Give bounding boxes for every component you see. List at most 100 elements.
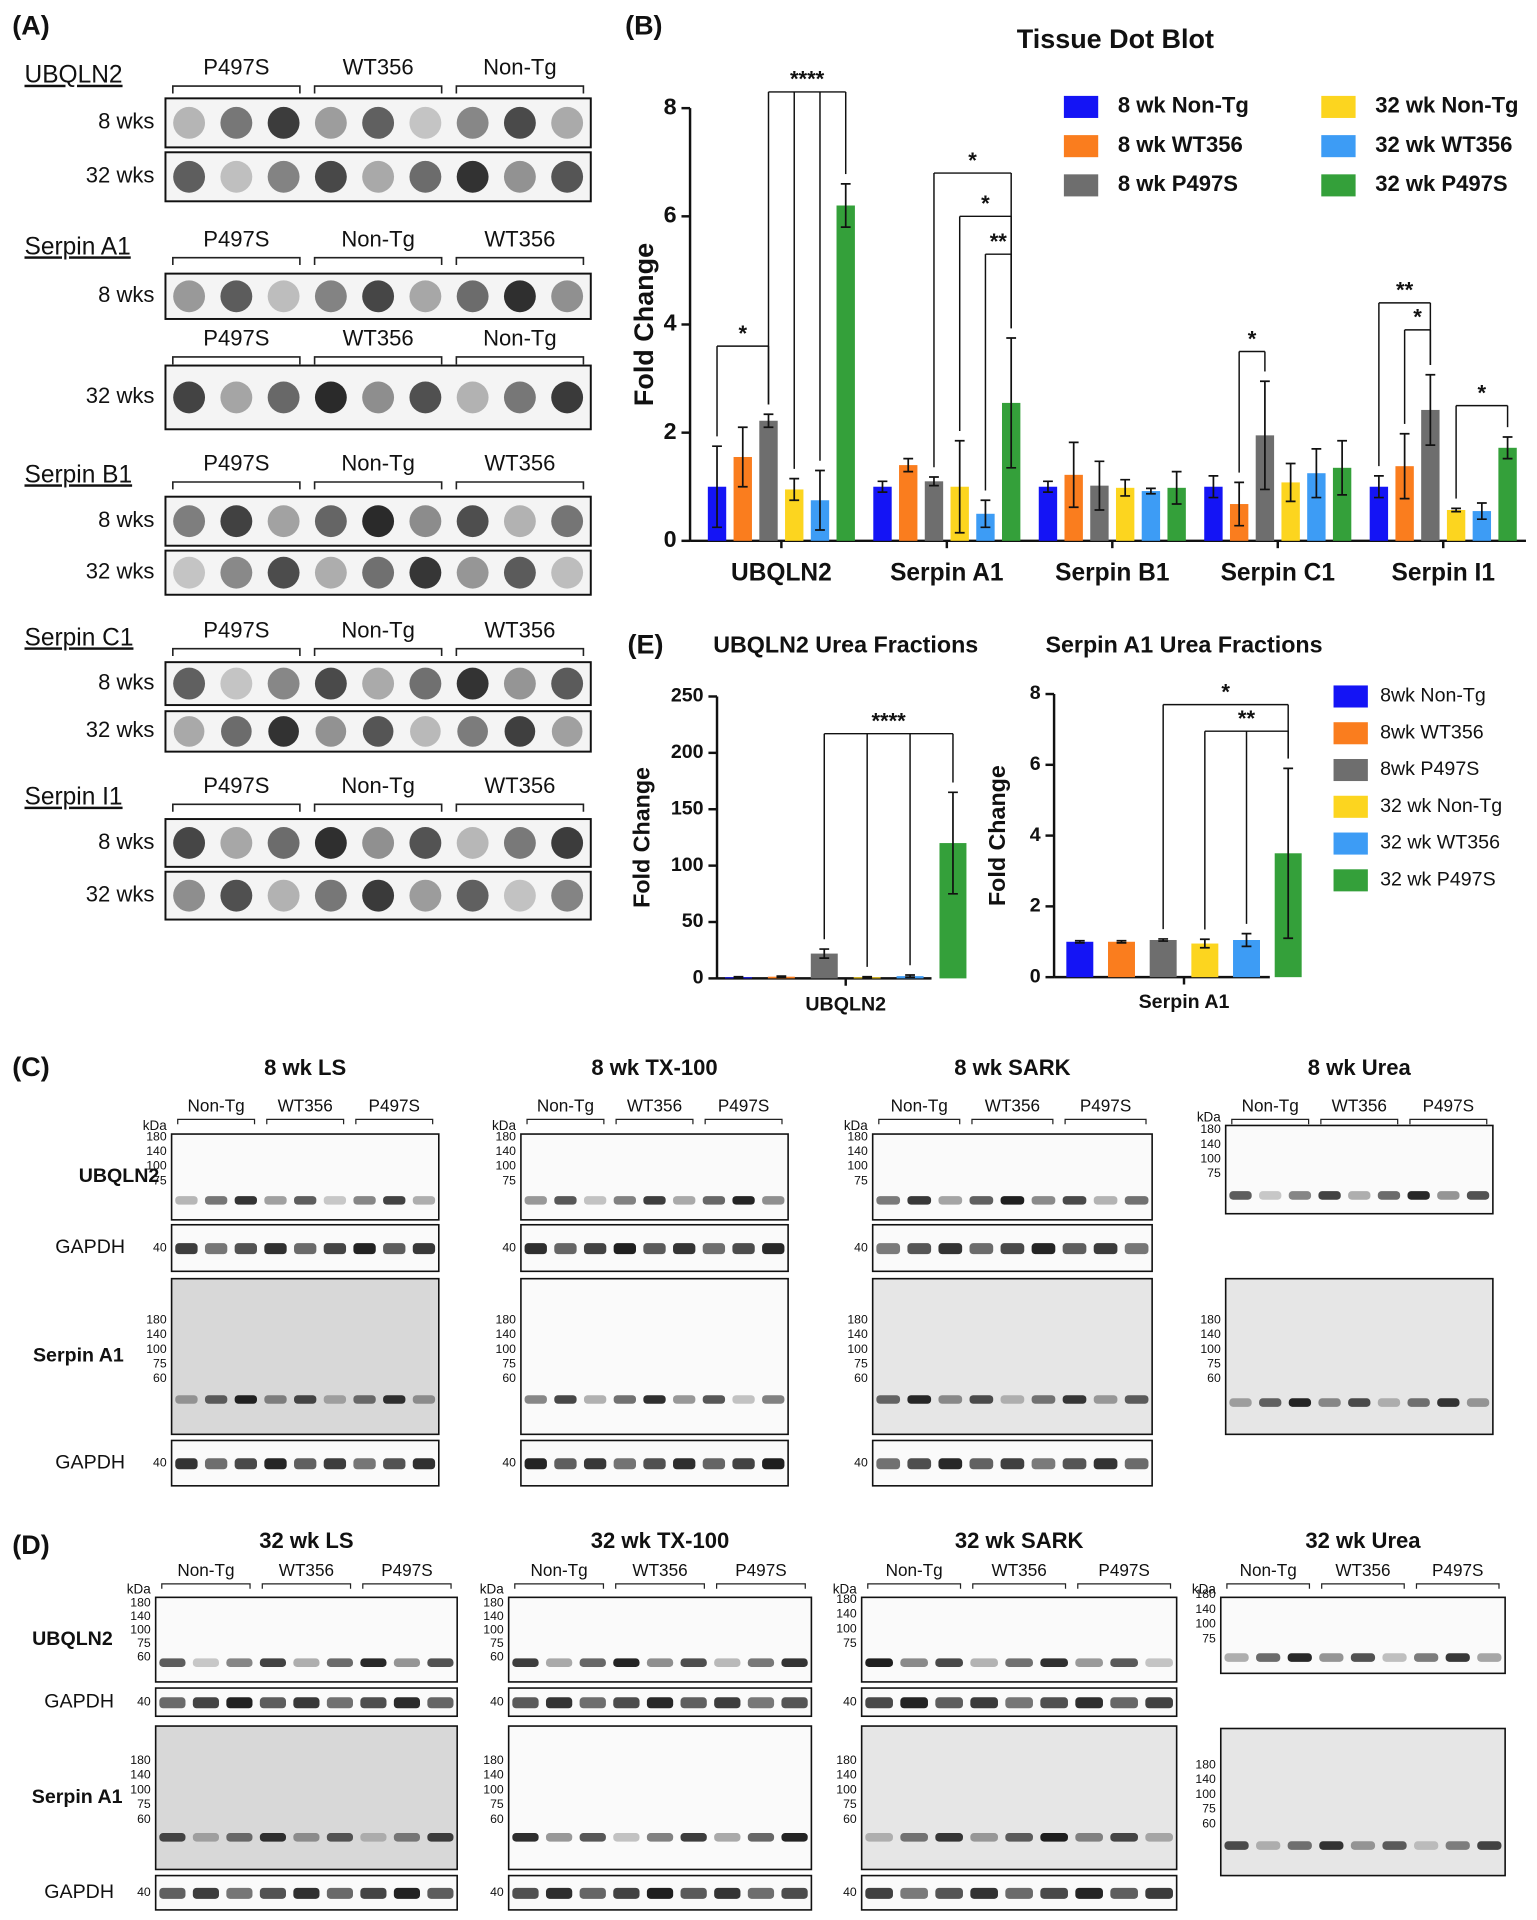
band: [1477, 1841, 1502, 1850]
band: [192, 1833, 219, 1842]
panel-label: (E): [628, 629, 664, 659]
dot: [456, 667, 489, 700]
bar: [1498, 447, 1517, 541]
band: [554, 1243, 577, 1255]
legend-swatch: [1321, 95, 1356, 118]
group-label: P497S: [381, 1560, 432, 1580]
significance-label: *: [1413, 305, 1422, 330]
marker-label: 100: [1195, 1787, 1216, 1801]
dot: [551, 667, 584, 700]
bar: [1204, 486, 1223, 541]
marker-label: 40: [502, 1455, 516, 1469]
unit-label: kDa: [1192, 1582, 1216, 1597]
marker-label: 100: [146, 1342, 167, 1356]
band: [969, 1395, 994, 1404]
marker-label: 75: [1207, 1357, 1221, 1371]
dot: [267, 667, 300, 700]
group-label: P497S: [203, 326, 269, 351]
group-bracket: [615, 1583, 705, 1589]
dot: [314, 827, 347, 859]
band: [714, 1658, 741, 1667]
group-label: Non-Tg: [341, 226, 415, 251]
blot-title: 8 wk LS: [264, 1055, 346, 1080]
group-bracket: [261, 1583, 352, 1589]
panel-label: (A): [12, 10, 49, 40]
unit-label: kDa: [143, 1118, 167, 1133]
bar: [1421, 409, 1440, 541]
band: [1348, 1191, 1371, 1200]
dot: [267, 505, 300, 538]
row-label: GAPDH: [44, 1690, 114, 1712]
bar: [1108, 941, 1135, 978]
group-bracket: [1231, 1118, 1310, 1125]
group-bracket: [172, 803, 301, 812]
group-label: Non-Tg: [483, 326, 557, 351]
band: [204, 1458, 228, 1470]
marker-label: 75: [1207, 1166, 1221, 1180]
bar: [1090, 485, 1109, 541]
band: [1466, 1398, 1490, 1407]
error-bar: [737, 426, 748, 488]
error-bar: [905, 974, 915, 979]
marker-label: 180: [1200, 1312, 1221, 1326]
dot: [503, 280, 536, 313]
band: [1031, 1196, 1056, 1205]
band: [326, 1658, 353, 1667]
dot: [362, 556, 395, 589]
marker-label: 140: [1200, 1137, 1221, 1151]
band: [1145, 1697, 1173, 1709]
dot: [267, 556, 300, 589]
band: [393, 1833, 420, 1842]
group-bracket: [266, 1118, 345, 1125]
group-label: P497S: [203, 773, 269, 798]
group-label: WT356: [632, 1560, 687, 1580]
y-tick-label: 8: [1030, 682, 1041, 704]
marker-label: 100: [496, 1342, 517, 1356]
dot: [362, 160, 395, 193]
band: [1414, 1841, 1439, 1850]
band: [524, 1395, 547, 1404]
marker-label: 60: [490, 1650, 504, 1664]
band: [643, 1196, 666, 1205]
marker-label: 140: [1200, 1327, 1221, 1341]
band: [175, 1196, 198, 1205]
marker-label: 60: [843, 1812, 857, 1826]
dot: [314, 106, 347, 139]
error-bar: [1283, 767, 1294, 940]
band: [294, 1196, 317, 1205]
group-bracket: [1064, 1118, 1147, 1125]
dot: [503, 827, 536, 859]
band: [226, 1833, 253, 1842]
dot: [314, 556, 347, 589]
legend-swatch: [1333, 758, 1368, 782]
marker-label: 140: [847, 1327, 868, 1341]
error-bar: [1234, 481, 1245, 527]
group-label: Non-Tg: [483, 55, 557, 80]
dot: [551, 879, 584, 912]
marker-label: 100: [1195, 1617, 1216, 1631]
blot-title: Serpin I1: [25, 784, 123, 811]
band: [781, 1887, 808, 1899]
blot-box: [164, 661, 592, 707]
marker-label: 60: [854, 1371, 868, 1385]
dot: [410, 716, 441, 747]
band: [907, 1196, 932, 1205]
x-tick-label: Serpin B1: [1055, 559, 1169, 586]
band: [294, 1395, 317, 1404]
dot: [314, 505, 347, 538]
group-bracket: [177, 1118, 256, 1125]
band: [613, 1658, 640, 1667]
band: [673, 1458, 696, 1470]
error-bar: [1158, 938, 1169, 942]
dot: [220, 160, 253, 193]
dot: [220, 106, 253, 139]
error-bar: [1208, 475, 1219, 499]
error-bar: [733, 975, 744, 979]
band: [1318, 1191, 1341, 1200]
group-bracket: [455, 481, 585, 490]
error-bar: [1171, 470, 1182, 505]
marker-label: 75: [854, 1173, 868, 1187]
dot: [220, 505, 253, 538]
band: [702, 1395, 726, 1404]
band: [1256, 1841, 1281, 1850]
